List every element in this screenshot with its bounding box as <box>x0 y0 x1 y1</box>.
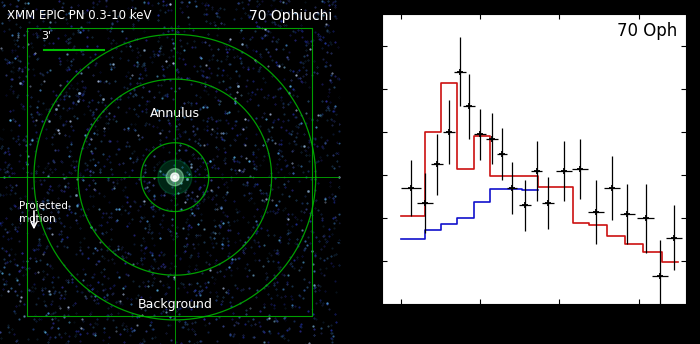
Text: Annulus: Annulus <box>150 107 199 120</box>
Text: 3': 3' <box>41 31 51 41</box>
Polygon shape <box>158 160 192 194</box>
Text: 70 Oph: 70 Oph <box>617 22 677 41</box>
Polygon shape <box>167 169 183 186</box>
Text: Background: Background <box>137 298 212 311</box>
Polygon shape <box>174 176 176 179</box>
X-axis label: Energy (keV): Energy (keV) <box>484 329 583 344</box>
Polygon shape <box>171 173 179 181</box>
Text: Projected
motion: Projected motion <box>19 201 67 224</box>
Text: XMM EPIC PN 0.3-10 keV: XMM EPIC PN 0.3-10 keV <box>7 9 151 22</box>
Text: 70 Ophiuchi: 70 Ophiuchi <box>249 9 332 23</box>
Y-axis label: Normalized counts s⁻¹ keV⁻¹: Normalized counts s⁻¹ keV⁻¹ <box>336 71 349 248</box>
